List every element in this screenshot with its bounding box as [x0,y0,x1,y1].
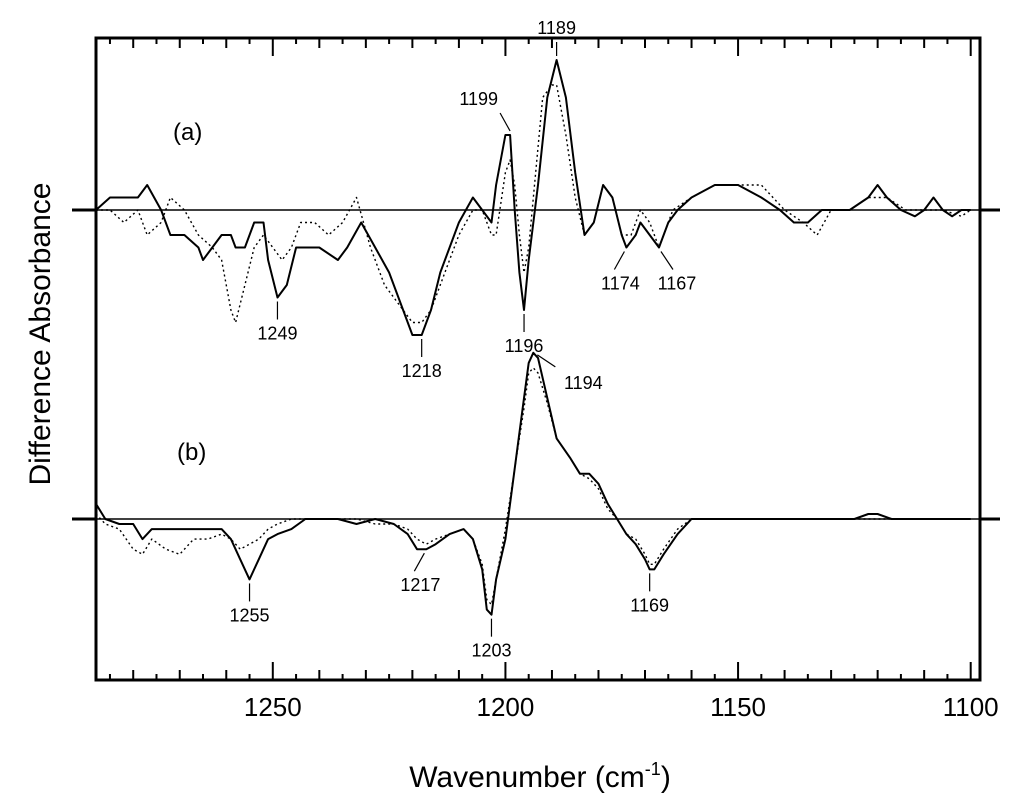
peak-annotation: 1169 [630,595,669,615]
plot-border [94,36,982,682]
peak-annotation: 1249 [257,324,297,344]
series-dotted-line [95,367,971,606]
peak-annotation: 1199 [459,89,498,109]
x-axis-title: Wavenumber (cm-1) [409,759,671,794]
panel-label: (a) [173,119,202,146]
annotation-leader [613,251,625,270]
panels: (a) 1189 1199 1249 1218 1196 1174 1167 (b) 1194 12… [72,18,1000,661]
peak-annotation: 1167 [658,274,697,294]
annotation-leader [413,552,425,572]
x-tick-label: 1250 [244,692,302,722]
peak-annotation: 1218 [402,361,442,381]
y-axis-title: Difference Absorbance [24,183,57,486]
x-axis-title-close: ) [661,761,671,794]
annotation-leader [499,112,511,132]
peak-annotation: 1217 [400,575,440,595]
x-tick-label: 1150 [710,692,766,722]
series-dotted-line [96,84,972,324]
panel-b: (b) 1194 1255 1217 1203 1169 [72,351,1000,661]
panel-label: (b) [177,439,206,466]
peak-annotation: 1174 [601,274,640,294]
panel-a: (a) 1189 1199 1249 1218 1196 1174 1167 [72,18,1000,381]
annotation-leader [660,251,674,270]
x-tick-label: 1100 [943,692,999,722]
peak-annotation: 1189 [537,18,576,38]
peak-annotation: 1196 [505,336,544,356]
series-solid-line [95,351,971,616]
plot-frame [94,36,982,682]
peak-annotation: 1194 [564,373,603,393]
x-axis-title-main: Wavenumber (cm [409,761,645,794]
x-tick-label: 1200 [477,692,535,722]
peak-annotation: 1203 [471,641,511,661]
x-axis-title-sup: -1 [645,759,661,779]
x-axis-ticks: 1250 1200 1150 1100 [108,38,999,722]
series-solid-line [95,59,971,336]
peak-annotation: 1255 [230,605,270,625]
annotation-leader [537,354,556,368]
